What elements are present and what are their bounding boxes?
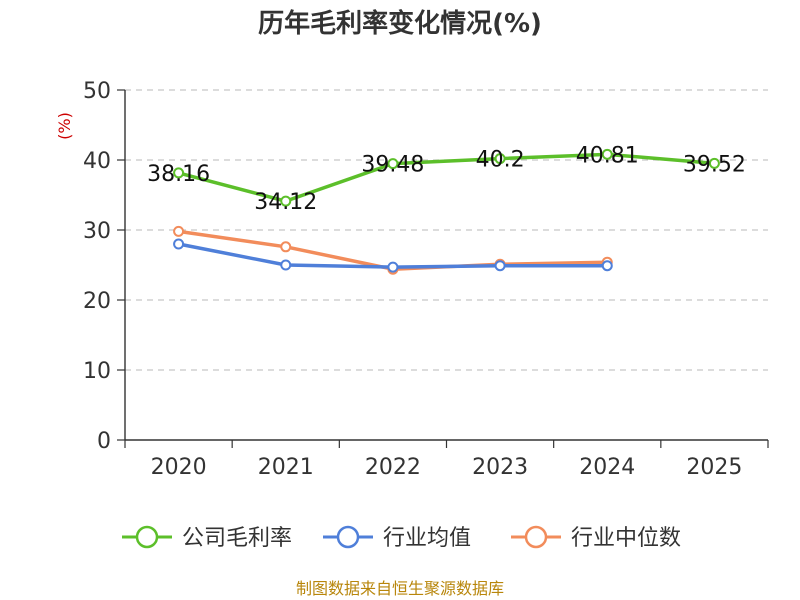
data-label: 40.81 <box>576 143 639 168</box>
series-1 <box>173 238 613 273</box>
grid <box>125 89 768 371</box>
data-point[interactable] <box>173 225 185 237</box>
data-point[interactable] <box>494 260 506 272</box>
data-label: 34.12 <box>254 190 317 215</box>
data-point[interactable] <box>280 241 292 253</box>
legend: 公司毛利率 行业均值 行业中位数 <box>122 525 681 551</box>
data-label: 38.16 <box>147 162 210 187</box>
x-tick-label: 2024 <box>579 455 635 480</box>
source-note: 制图数据来自恒生聚源数据库 <box>296 579 504 598</box>
data-point[interactable] <box>280 195 292 207</box>
data-point[interactable] <box>387 261 399 273</box>
data-labels: 38.16 34.12 39.48 40.2 40.81 39.52 <box>147 143 746 215</box>
data-point[interactable] <box>280 259 292 271</box>
x-tick-label: 2023 <box>472 455 528 480</box>
data-point[interactable] <box>173 167 185 179</box>
legend-label: 公司毛利率 <box>182 526 292 551</box>
legend-marker-icon <box>135 525 159 549</box>
data-label: 39.52 <box>683 152 746 177</box>
data-point[interactable] <box>601 148 613 160</box>
data-point[interactable] <box>173 238 185 250</box>
chart-title: 历年毛利率变化情况(%) <box>258 8 542 39</box>
data-point[interactable] <box>387 158 399 170</box>
x-tick-label: 2025 <box>686 455 742 480</box>
legend-marker-icon <box>524 525 548 549</box>
x-tick-label: 2021 <box>258 455 314 480</box>
legend-item-0[interactable]: 公司毛利率 <box>122 525 292 551</box>
y-tick-label: 40 <box>83 149 111 174</box>
data-point[interactable] <box>494 153 506 165</box>
series <box>173 148 720 275</box>
series-line <box>176 152 717 203</box>
y-axis-label: (%) <box>55 112 74 140</box>
legend-label: 行业中位数 <box>571 526 681 551</box>
data-point[interactable] <box>601 260 613 272</box>
y-tick-label: 50 <box>83 79 111 104</box>
y-tick-label: 20 <box>83 289 111 314</box>
data-label: 40.2 <box>476 148 525 173</box>
series-0 <box>173 148 720 207</box>
legend-label: 行业均值 <box>383 526 471 551</box>
data-label: 39.48 <box>361 153 424 178</box>
y-tick-label: 30 <box>83 219 111 244</box>
y-tick-label: 0 <box>97 429 111 454</box>
data-point[interactable] <box>708 157 720 169</box>
legend-item-1[interactable]: 行业均值 <box>323 525 471 551</box>
axes: 0 10 20 30 40 50 2020 2021 2022 2023 2024 2025 <box>83 79 769 480</box>
legend-marker-icon <box>336 525 360 549</box>
legend-item-2[interactable]: 行业中位数 <box>511 525 681 551</box>
x-tick-label: 2022 <box>365 455 421 480</box>
y-tick-label: 10 <box>83 359 111 384</box>
x-tick-label: 2020 <box>151 455 207 480</box>
